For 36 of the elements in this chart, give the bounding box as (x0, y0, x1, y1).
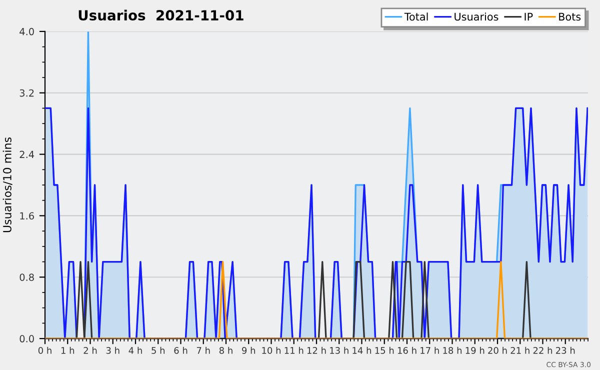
x-tick-label: 14 h (352, 346, 372, 354)
x-tick-label: 1 h (61, 346, 74, 354)
x-tick-label: 19 h (466, 346, 484, 354)
x-tick-label: 21 h (510, 346, 530, 354)
x-tick-label: 9 h (242, 346, 256, 354)
x-tick-label: 5 h (152, 346, 165, 354)
chart-title: Usuarios 2021-11-01 (78, 10, 244, 21)
y-tick-label: 0.0 (20, 335, 34, 342)
x-tick-label: 13 h (330, 346, 348, 354)
x-tick-label: 16 h (398, 346, 416, 354)
x-tick-label: 17 h (420, 346, 439, 354)
y-axis-title: Usuarios/10 mins (2, 137, 12, 232)
y-tick-label: 3.2 (20, 89, 34, 97)
y-tick-label: 1.6 (20, 212, 34, 220)
x-tick-label: 4 h (128, 346, 142, 354)
legend-label: Usuarios (454, 12, 498, 21)
x-tick-label: 23 h (556, 346, 575, 354)
x-tick-label: 7 h (196, 346, 210, 354)
x-tick-label: 0 h (38, 346, 52, 354)
x-tick-label: 20 h (488, 346, 507, 354)
legend-label: Total (404, 12, 428, 21)
x-tick-label: 10 h (262, 346, 281, 354)
x-tick-label: 18 h (443, 346, 462, 354)
x-tick-label: 11 h (284, 346, 304, 354)
x-tick-label: 8 h (219, 346, 232, 354)
x-tick-label: 6 h (174, 346, 188, 354)
y-tick-label: 0.8 (20, 274, 34, 281)
y-tick-label: 2.4 (20, 150, 34, 158)
legend-label: Bots (559, 12, 581, 21)
x-tick-label: 2 h (84, 346, 97, 354)
y-tick-label: 4.0 (20, 28, 34, 36)
legend-label: IP (524, 12, 533, 20)
x-tick-label: 3 h (106, 346, 120, 354)
x-tick-label: 12 h (307, 346, 326, 354)
x-tick-label: 15 h (375, 346, 394, 354)
x-tick-label: 22 h (533, 346, 552, 354)
